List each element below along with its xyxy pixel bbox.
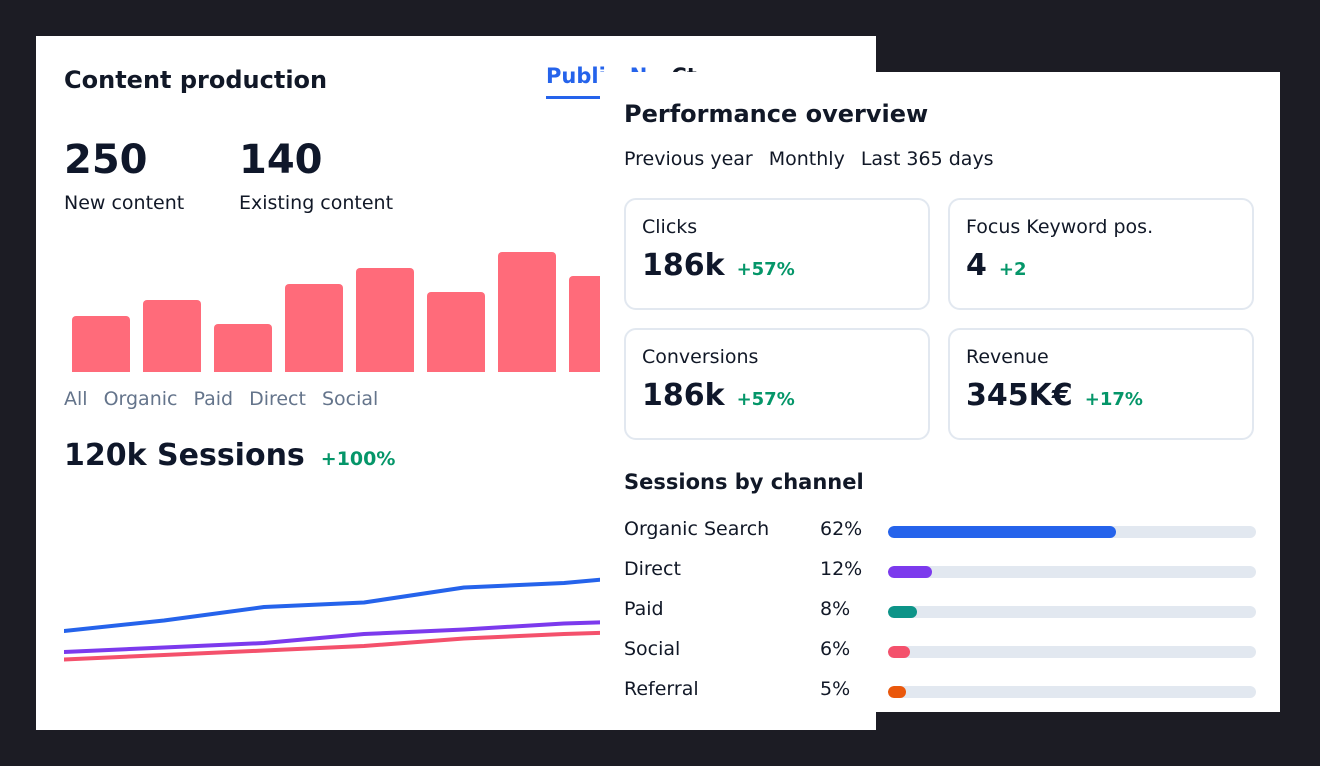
filter-organic[interactable]: Organic	[103, 388, 178, 410]
channel-percent: 12%	[820, 558, 863, 580]
metric-label: Revenue	[966, 346, 1049, 368]
stat-label: Existing content	[239, 192, 394, 214]
channel-progress-track	[888, 606, 1256, 618]
content-bar	[498, 252, 556, 372]
content-bar	[427, 292, 485, 372]
performance-title: Performance overview	[624, 100, 929, 128]
channel-row: Social 6%	[624, 638, 1256, 664]
sessions-by-channel-title: Sessions by channel	[624, 470, 864, 494]
channel-percent: 6%	[820, 638, 851, 660]
content-bar	[285, 284, 343, 372]
metric-focus-keyword[interactable]: Focus Keyword pos. 4 +2	[948, 198, 1254, 310]
channel-name: Paid	[624, 598, 664, 620]
metric-delta: +17%	[1084, 389, 1143, 410]
channel-name: Referral	[624, 678, 699, 700]
channel-percent: 62%	[820, 518, 863, 540]
stat-value: 140	[239, 137, 323, 183]
metric-conversions[interactable]: Conversions 186k +57%	[624, 328, 930, 440]
filter-social[interactable]: Social	[321, 388, 379, 410]
metric-clicks[interactable]: Clicks 186k +57%	[624, 198, 930, 310]
channel-filters: All Organic Paid Direct Social	[64, 388, 378, 410]
metric-revenue[interactable]: Revenue 345K€ +17%	[948, 328, 1254, 440]
metric-value: 186k	[642, 378, 725, 413]
performance-overview-card: Performance overview Previous year Month…	[600, 72, 1280, 712]
channel-percent: 5%	[820, 678, 851, 700]
metric-delta: +57%	[736, 389, 795, 410]
content-bar-chart	[72, 252, 632, 372]
filter-all[interactable]: All	[64, 388, 88, 410]
tab-published[interactable]: Publi	[546, 64, 606, 99]
filter-paid[interactable]: Paid	[193, 388, 234, 410]
metric-value: 4	[966, 248, 987, 283]
channel-progress-fill	[888, 566, 933, 578]
stat-value: 250	[64, 137, 148, 183]
channel-percent: 8%	[820, 598, 851, 620]
channel-progress-track	[888, 566, 1256, 578]
channel-row: Direct 12%	[624, 558, 1256, 584]
channel-progress-track	[888, 526, 1256, 538]
stat-label: New content	[64, 192, 185, 214]
metric-delta: +57%	[736, 259, 795, 280]
channel-name: Social	[624, 638, 681, 660]
channel-progress-fill	[888, 526, 1117, 538]
filter-last-365-days[interactable]: Last 365 days	[860, 148, 994, 170]
filter-previous-year[interactable]: Previous year	[624, 148, 753, 170]
metric-delta: +2	[998, 259, 1027, 280]
channel-name: Organic Search	[624, 518, 770, 540]
channel-progress-fill	[888, 646, 911, 658]
sessions-delta: +100%	[320, 448, 396, 470]
metric-value: 345K€	[966, 378, 1073, 413]
content-bar	[214, 324, 272, 372]
channel-row: Organic Search 62%	[624, 518, 1256, 544]
sessions-summary: 120k Sessions +100%	[64, 438, 395, 473]
metric-label: Conversions	[642, 346, 759, 368]
sessions-series-line	[64, 620, 604, 654]
sessions-line-chart	[64, 577, 604, 662]
content-bar	[356, 268, 414, 372]
metric-value: 186k	[642, 248, 725, 283]
sessions-value: 120k Sessions	[64, 438, 305, 473]
sessions-series-line	[64, 630, 604, 662]
channel-row: Paid 8%	[624, 598, 1256, 624]
metric-label: Focus Keyword pos.	[966, 216, 1154, 238]
stat-existing-content: 140 Existing content	[239, 136, 393, 214]
channel-progress-fill	[888, 686, 907, 698]
channel-progress-fill	[888, 606, 918, 618]
metric-label: Clicks	[642, 216, 698, 238]
content-bar	[143, 300, 201, 372]
channel-name: Direct	[624, 558, 681, 580]
channel-row: Referral 5%	[624, 678, 1256, 704]
channel-progress-track	[888, 686, 1256, 698]
filter-monthly[interactable]: Monthly	[768, 148, 845, 170]
performance-filters: Previous year Monthly Last 365 days	[624, 148, 994, 170]
filter-direct[interactable]: Direct	[249, 388, 306, 410]
channel-progress-track	[888, 646, 1256, 658]
sessions-series-line	[64, 577, 604, 633]
stat-new-content: 250 New content	[64, 136, 184, 214]
content-bar	[72, 316, 130, 372]
content-production-title: Content production	[64, 66, 328, 94]
